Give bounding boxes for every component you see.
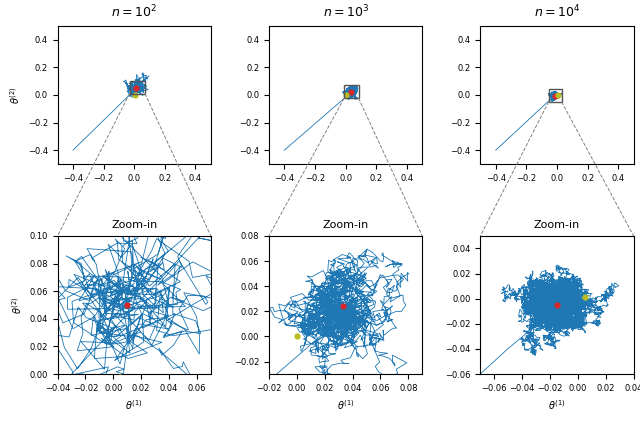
Point	[130, 92, 140, 98]
Y-axis label: $\theta^{(2)}$: $\theta^{(2)}$	[8, 86, 22, 104]
Point	[122, 301, 132, 308]
Point	[580, 294, 590, 301]
Point	[340, 92, 351, 98]
Bar	[344, 85, 358, 98]
Bar	[130, 81, 145, 93]
X-axis label: $\theta^{(1)}$: $\theta^{(1)}$	[548, 398, 566, 412]
Point	[553, 91, 563, 98]
Point	[550, 92, 560, 99]
Y-axis label: $\theta^{(2)}$: $\theta^{(2)}$	[10, 296, 24, 314]
Title: $n = 10^2$: $n = 10^2$	[111, 4, 157, 21]
Title: Zoom-in: Zoom-in	[111, 220, 157, 230]
Point	[338, 303, 348, 310]
Point	[292, 333, 302, 340]
Point	[131, 85, 141, 92]
Title: Zoom-in: Zoom-in	[534, 220, 580, 230]
Point	[346, 88, 356, 95]
Title: $n = 10^4$: $n = 10^4$	[534, 4, 580, 21]
Title: Zoom-in: Zoom-in	[323, 220, 369, 230]
X-axis label: $\theta^{(1)}$: $\theta^{(1)}$	[337, 398, 355, 412]
Point	[552, 301, 562, 308]
Bar	[548, 89, 562, 102]
Point	[115, 373, 125, 380]
X-axis label: $\theta^{(1)}$: $\theta^{(1)}$	[125, 398, 143, 412]
Title: $n = 10^3$: $n = 10^3$	[323, 4, 369, 21]
